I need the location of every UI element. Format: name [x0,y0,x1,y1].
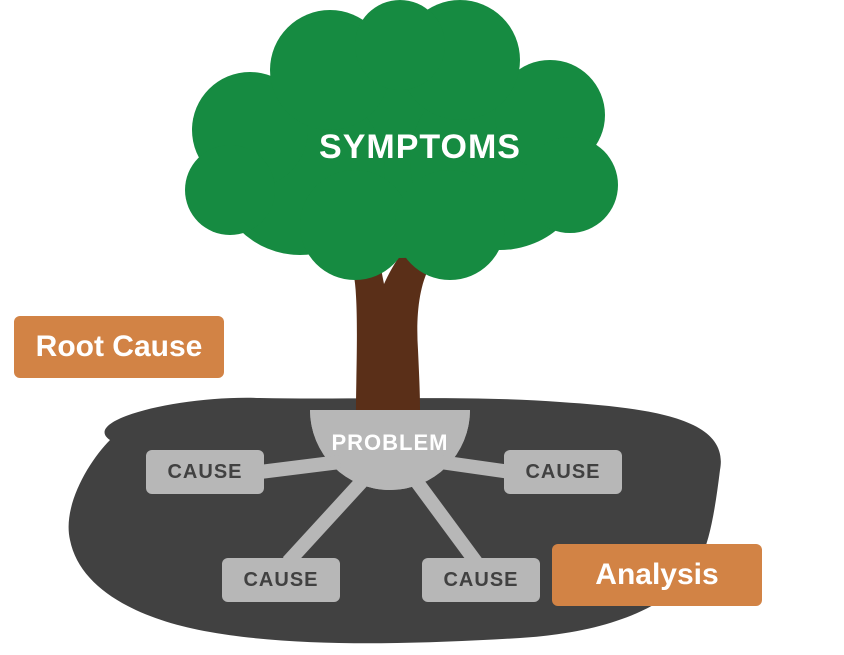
cause-box-4: CAUSE [422,558,540,602]
analysis-label-box: Analysis [552,544,762,606]
diagram-stage: SYMPTOMS PROBLEM CAUSE CAUSE CAUSE CAUSE… [0,0,844,655]
cause-label: CAUSE [525,461,600,484]
cause-label: CAUSE [243,569,318,592]
cause-label: CAUSE [443,569,518,592]
root-cause-text: Root Cause [36,330,203,364]
cause-box-2: CAUSE [504,450,622,494]
root-cause-label-box: Root Cause [14,316,224,378]
symptoms-label: SYMPTOMS [280,128,560,167]
cause-box-1: CAUSE [146,450,264,494]
analysis-text: Analysis [595,558,718,592]
cause-label: CAUSE [167,461,242,484]
cause-box-3: CAUSE [222,558,340,602]
problem-label: PROBLEM [300,430,480,456]
